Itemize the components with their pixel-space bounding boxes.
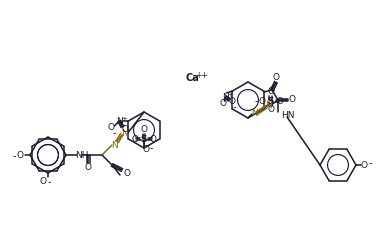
Text: Ca: Ca	[185, 73, 199, 83]
Text: O: O	[220, 99, 227, 109]
Text: O: O	[108, 123, 115, 131]
Text: ++: ++	[196, 71, 208, 79]
Text: S: S	[268, 96, 274, 106]
Text: +: +	[228, 92, 233, 98]
Text: -: -	[368, 158, 372, 168]
Text: N: N	[264, 101, 271, 111]
Text: O: O	[258, 96, 265, 106]
Text: N: N	[111, 141, 117, 150]
Text: -: -	[233, 102, 236, 112]
Text: -: -	[149, 143, 153, 153]
Text: N: N	[251, 109, 257, 118]
Text: O: O	[267, 106, 274, 114]
Text: -: -	[255, 96, 258, 106]
Text: O: O	[229, 96, 236, 106]
Text: O: O	[122, 124, 129, 133]
Text: O: O	[124, 168, 130, 178]
Text: -: -	[47, 177, 51, 187]
Text: O: O	[142, 146, 149, 155]
Text: O: O	[141, 126, 147, 135]
Text: N: N	[120, 129, 127, 138]
Text: -: -	[12, 151, 16, 161]
Text: HN: HN	[281, 111, 294, 119]
Text: O: O	[131, 135, 138, 143]
Text: -: -	[112, 128, 116, 138]
Text: O: O	[149, 135, 157, 143]
Text: O: O	[272, 72, 280, 81]
Text: O: O	[288, 96, 296, 104]
Text: N: N	[222, 92, 229, 101]
Text: O: O	[276, 96, 283, 106]
Text: O: O	[267, 87, 274, 96]
Text: O: O	[84, 163, 92, 173]
Text: NH: NH	[75, 151, 89, 160]
Text: O: O	[361, 161, 367, 170]
Text: N: N	[116, 116, 123, 126]
Text: O: O	[16, 151, 24, 160]
Text: O: O	[40, 178, 46, 187]
Text: +: +	[122, 116, 127, 122]
Text: S: S	[141, 135, 147, 143]
